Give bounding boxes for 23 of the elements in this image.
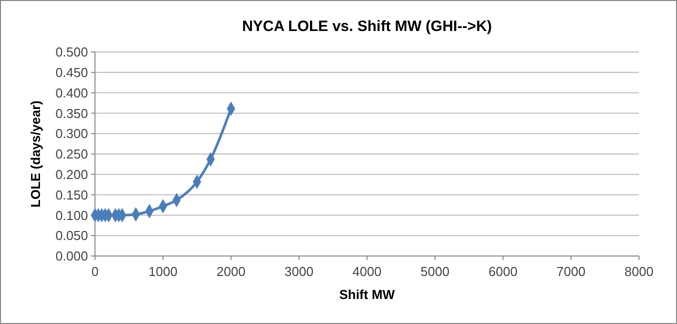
y-tick-label: 0.400 [55,85,88,100]
y-tick-label: 0.150 [55,187,88,202]
y-tick-label: 0.500 [55,44,88,60]
y-tick-label: 0.000 [55,248,88,264]
y-tick-label: 0.100 [55,208,88,223]
y-tick-label: 0.300 [55,126,88,142]
y-tick-label: 0.050 [55,228,88,244]
x-tick-label: 8000 [624,264,654,279]
x-tick-label: 4000 [352,264,382,279]
x-tick-label: 0 [91,264,99,279]
x-tick-label: 1000 [148,264,178,279]
x-tick-label: 6000 [488,264,518,279]
y-tick-label: 0.350 [55,106,88,121]
chart-title: NYCA LOLE vs. Shift MW (GHI-->K) [242,18,492,35]
y-tick-label: 0.450 [55,64,88,80]
x-tick-label: 3000 [284,264,314,279]
y-tick-label: 0.200 [55,166,88,182]
x-tick-label: 7000 [556,264,586,279]
y-tick-label: 0.250 [55,146,88,162]
x-tick-label: 5000 [420,264,450,279]
x-tick-label: 2000 [216,264,246,279]
y-axis-title: LOLE (days/year) [28,100,43,208]
x-axis-title: Shift MW [339,287,396,302]
